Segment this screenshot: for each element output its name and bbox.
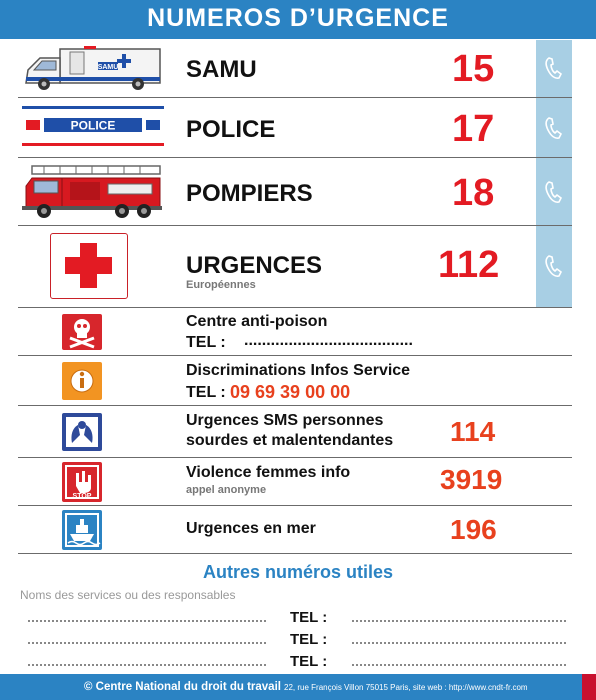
skull-icon [62,314,102,350]
service-name: Centre anti-poison [186,313,328,330]
service-name: Urgences en mer [186,520,316,537]
footer: © Centre National du droit du travail 22… [0,674,596,700]
tel-label: TEL : [186,384,226,401]
info-icon [62,362,102,400]
service-subtitle: appel anonyme [186,484,267,496]
ambulance-icon: SAMU [22,46,164,92]
service-number: 3919 [440,464,503,495]
service-name-line1: Urgences SMS personnes [186,412,384,429]
emergency-row-police: POLICE POLICE 17 [18,98,572,158]
tel-line [352,664,566,666]
service-row-mer: Urgences en mer 196 [18,506,572,554]
name-line [28,664,266,666]
boat-icon [62,510,102,550]
tel-label: TEL : [290,631,328,648]
service-name: Discriminations Infos Service [186,362,411,379]
stop-hand-icon: STOP [62,462,102,502]
service-name-line2: sourdes et malentendantes [186,432,394,449]
other-numbers-hint: Noms des services ou des responsables [20,588,236,602]
service-row-discriminations: Discriminations Infos Service TEL : 09 6… [18,356,572,406]
service-number: 196 [450,514,497,545]
emergency-number: 15 [452,48,495,90]
tel-line [352,642,566,644]
emergency-name: POLICE [186,116,276,143]
phone-icon [536,172,572,212]
police-icon: POLICE [22,106,164,146]
emergency-name: SAMU [186,56,257,83]
emergency-number: 18 [452,172,495,214]
footer-address: 22, rue François Villon 75015 Paris, sit… [284,683,528,692]
footer-corner-accent [582,674,596,700]
name-line [28,642,266,644]
service-row-violence: STOP Violence femmes info appel anonyme … [18,458,572,506]
header-divider [0,36,596,39]
phone-icon [536,108,572,148]
tel-label: TEL : [186,334,226,351]
police-icon-label: POLICE [71,119,116,133]
emergency-row-pompiers: POMPIERS 18 [18,158,572,226]
red-cross-icon [50,233,128,299]
service-name: Violence femmes info [186,464,351,481]
service-row-sms: Urgences SMS personnes sourdes et malent… [18,406,572,458]
emergency-row-samu: SAMU SAMU 15 [18,40,572,98]
service-row-antipoison: Centre anti-poison TEL : ...............… [18,308,572,356]
emergency-row-urgences: URGENCES Européennes 112 [18,226,572,308]
tel-value: 09 69 39 00 00 [230,382,351,402]
emergency-name: URGENCES [186,252,323,279]
tel-blank: ...................................... [244,332,413,349]
emergency-name: POMPIERS [186,180,313,207]
name-line [28,620,266,622]
tel-label: TEL : [290,653,328,670]
other-numbers-title: Autres numéros utiles [202,562,394,582]
phone-icon [536,48,572,88]
ambulance-label: SAMU [98,64,119,71]
tel-label: TEL : [290,609,328,626]
emergency-number: 112 [438,244,500,286]
fire-truck-icon [22,164,164,220]
page-title: NUMEROS D’URGENCE [0,0,596,36]
stop-label: STOP [73,493,92,500]
phone-icon [536,246,572,286]
footer-copyright: © Centre National du droit du travail [84,681,281,693]
deaf-sign-icon [62,413,102,451]
service-number: 114 [450,416,496,447]
tel-line [352,620,566,622]
emergency-number: 17 [452,108,495,150]
phone-column [536,40,572,308]
emergency-subtitle: Européennes [186,279,256,291]
